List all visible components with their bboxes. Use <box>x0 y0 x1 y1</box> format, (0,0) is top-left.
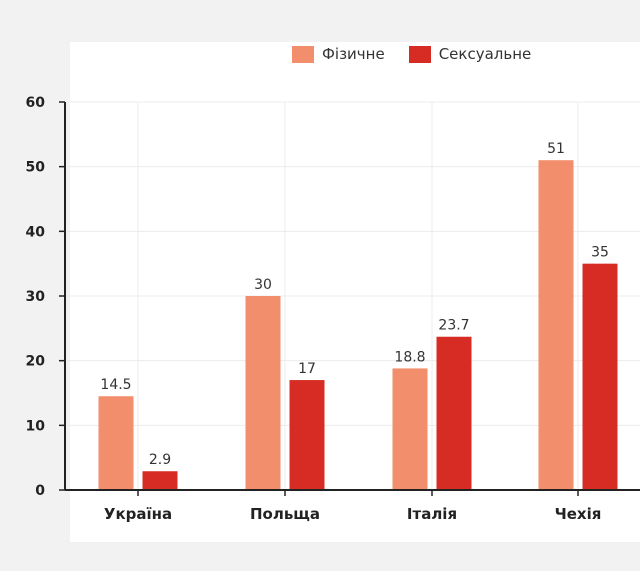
y-tick-label: 30 <box>26 289 46 305</box>
legend-label-sexual: Сексуальне <box>438 45 532 63</box>
legend-item-physical: Фізичне <box>292 45 385 63</box>
value-label-physical: 14.5 <box>100 377 131 393</box>
y-tick-label: 10 <box>26 418 46 434</box>
bar-sexual <box>289 380 325 490</box>
bar-sexual <box>142 471 178 490</box>
bar-physical <box>98 396 134 490</box>
y-tick-label: 20 <box>26 354 46 370</box>
value-label-sexual: 2.9 <box>149 452 171 468</box>
bar-physical <box>538 160 574 490</box>
legend-swatch-physical <box>292 45 314 63</box>
x-category-label: Чехія <box>555 505 602 523</box>
bar-physical <box>245 296 281 490</box>
legend-label-physical: Фізичне <box>322 45 385 63</box>
value-label-sexual: 23.7 <box>438 318 469 334</box>
legend-item-sexual: Сексуальне <box>408 45 532 63</box>
x-category-label: Україна <box>104 505 172 523</box>
y-tick-label: 40 <box>26 224 46 240</box>
value-label-sexual: 17 <box>298 361 316 377</box>
value-label-sexual: 35 <box>591 245 609 261</box>
legend-swatch-sexual <box>408 45 431 63</box>
x-category-label: Польща <box>250 505 320 523</box>
bar-sexual <box>436 336 472 490</box>
chart-legend: Фізичне Сексуальне <box>292 45 531 63</box>
y-tick-label: 0 <box>35 483 45 499</box>
y-tick-label: 50 <box>26 160 46 176</box>
x-category-label: Італія <box>407 505 457 523</box>
bar-physical <box>392 368 428 490</box>
value-label-physical: 18.8 <box>394 349 425 365</box>
bar-sexual <box>582 263 618 490</box>
value-label-physical: 30 <box>254 277 272 293</box>
y-tick-label: 60 <box>26 95 46 111</box>
value-label-physical: 51 <box>547 141 565 157</box>
